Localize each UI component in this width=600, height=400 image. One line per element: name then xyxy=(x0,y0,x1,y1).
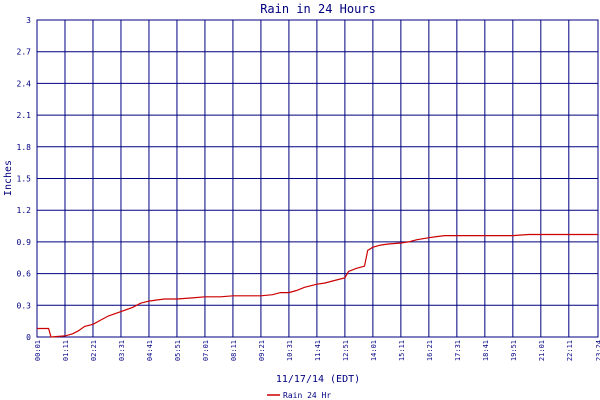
x-tick-label: 16:21 xyxy=(426,340,434,361)
x-tick-label: 22:11 xyxy=(566,340,574,361)
x-tick-label: 08:11 xyxy=(230,340,238,361)
y-tick-label: 1.5 xyxy=(17,175,32,184)
y-tick-label: 3 xyxy=(26,16,31,25)
x-tick-label: 02:21 xyxy=(90,340,98,361)
x-tick-label: 19:51 xyxy=(510,340,518,361)
y-tick-label: 1.2 xyxy=(17,206,32,215)
legend: Rain 24 Hr xyxy=(267,391,331,400)
legend-label: Rain 24 Hr xyxy=(283,391,331,400)
y-tick-label: 0 xyxy=(26,333,31,342)
plot-frame xyxy=(36,19,599,338)
x-tick-label: 01:11 xyxy=(62,340,70,361)
y-tick-label: 0.9 xyxy=(17,238,32,247)
x-tick-label: 10:31 xyxy=(286,340,294,361)
y-tick-label: 1.8 xyxy=(17,143,32,152)
y-axis-label: Inches xyxy=(3,160,14,196)
axis-ticks: 00:01 01:11 02:21 03:31 04:41 05:51 07:01 08:11… xyxy=(17,16,600,361)
x-tick-label: 15:11 xyxy=(398,340,406,361)
series-line xyxy=(37,233,598,338)
series-lines xyxy=(37,233,598,338)
y-tick-label: 0.3 xyxy=(17,301,32,310)
x-tick-label: 12:51 xyxy=(342,340,350,361)
x-tick-label: 21:01 xyxy=(538,340,546,361)
x-tick-label: 18:41 xyxy=(482,340,490,361)
x-tick-label: 05:51 xyxy=(174,340,182,361)
x-tick-label: 04:41 xyxy=(146,340,154,361)
x-tick-label: 14:01 xyxy=(370,340,378,361)
y-tick-label: 0.6 xyxy=(17,270,32,279)
y-tick-label: 2.7 xyxy=(17,48,32,57)
x-axis-label: 11/17/14 (EDT) xyxy=(276,374,360,385)
y-tick-label: 2.4 xyxy=(17,79,32,88)
x-tick-label: 23:24 xyxy=(595,340,600,361)
x-tick-label: 03:31 xyxy=(118,340,126,361)
x-tick-label: 17:31 xyxy=(454,340,462,361)
chart-title: Rain in 24 Hours xyxy=(260,2,376,16)
x-tick-label: 11:41 xyxy=(314,340,322,361)
x-tick-label: 07:01 xyxy=(202,340,210,361)
x-tick-label: 00:01 xyxy=(34,340,42,361)
x-tick-label: 09:21 xyxy=(258,340,266,361)
y-tick-label: 2.1 xyxy=(17,111,32,120)
